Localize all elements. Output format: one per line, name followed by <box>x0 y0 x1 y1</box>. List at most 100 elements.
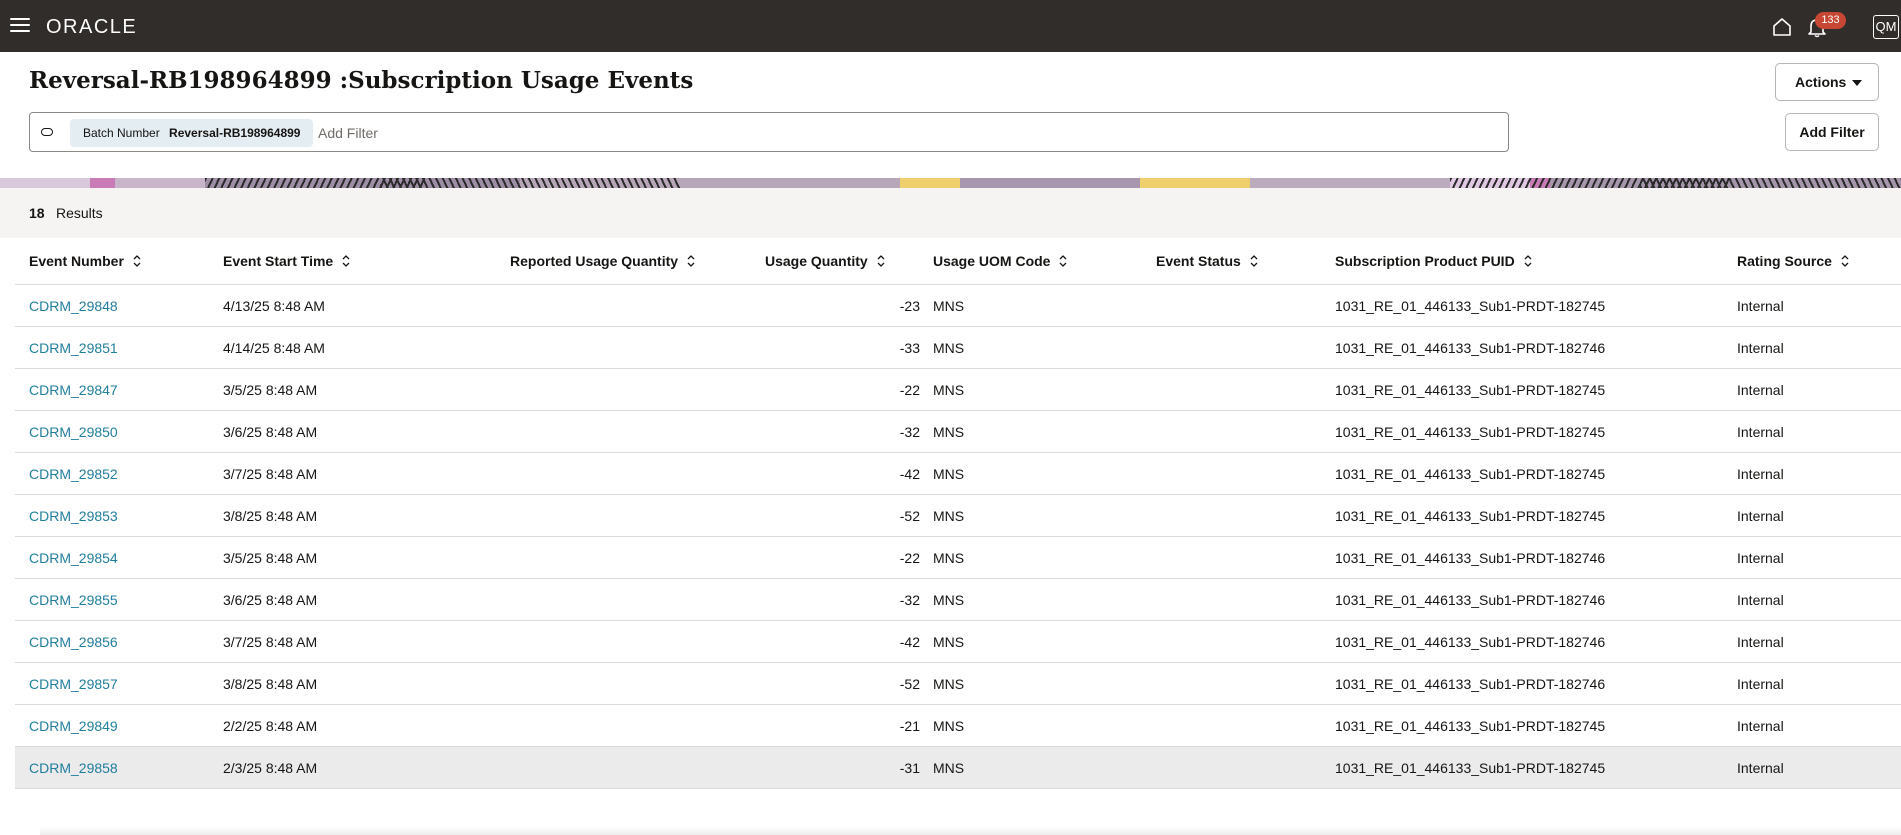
usage-uom-code: MNS <box>933 676 965 692</box>
event-number-link[interactable]: CDRM_29847 <box>29 382 118 398</box>
table-row[interactable]: CDRM_29856 3/7/25 8:48 AM -42 MNS 1031_RE_01… <box>15 621 1901 663</box>
column-header-subscription-product-puid[interactable]: Subscription Product PUID <box>1335 253 1533 269</box>
event-start-time: 3/6/25 8:48 AM <box>223 592 318 608</box>
subscription-product-puid: 1031_RE_01_446133_Sub1-PRDT-182746 <box>1335 550 1606 566</box>
column-header-rating-source[interactable]: Rating Source <box>1737 253 1850 269</box>
page-title: Reversal-RB198964899 :Subscription Usage… <box>29 67 694 94</box>
usage-quantity: -22 <box>899 382 920 398</box>
column-header-event-number[interactable]: Event Number <box>29 253 142 269</box>
rating-source: Internal <box>1737 718 1784 734</box>
hamburger-menu-icon[interactable] <box>10 17 30 33</box>
event-number-link[interactable]: CDRM_29850 <box>29 424 118 440</box>
home-icon[interactable] <box>1771 16 1793 38</box>
usage-uom-code: MNS <box>933 634 965 650</box>
user-avatar[interactable]: QM <box>1873 15 1899 39</box>
event-start-time: 4/14/25 8:48 AM <box>223 340 325 356</box>
subscription-product-puid: 1031_RE_01_446133_Sub1-PRDT-182745 <box>1335 760 1606 776</box>
event-start-time: 3/5/25 8:48 AM <box>223 382 318 398</box>
usage-uom-code: MNS <box>933 424 965 440</box>
table-row[interactable]: CDRM_29848 4/13/25 8:48 AM -23 MNS 1031_RE_0… <box>15 285 1901 327</box>
event-number-link[interactable]: CDRM_29856 <box>29 634 118 650</box>
event-number-link[interactable]: CDRM_29857 <box>29 676 118 692</box>
usage-quantity: -21 <box>899 718 920 734</box>
filter-bar: Batch Number Reversal-RB198964899 <box>29 112 1509 152</box>
actions-button-label: Actions <box>1795 74 1847 90</box>
table-row[interactable]: CDRM_29849 2/2/25 8:48 AM -21 MNS 1031_RE_01… <box>15 705 1901 747</box>
batch-number-filter-chip[interactable]: Batch Number Reversal-RB198964899 <box>70 119 314 147</box>
event-start-time: 3/7/25 8:48 AM <box>223 634 318 650</box>
table-row[interactable]: CDRM_29855 3/6/25 8:48 AM -32 MNS 1031_RE_01… <box>15 579 1901 621</box>
event-start-time: 2/2/25 8:48 AM <box>223 718 318 734</box>
top-bar: ORACLE 133 QM <box>0 0 1901 52</box>
decorative-banner <box>0 178 1901 188</box>
event-start-time: 3/8/25 8:48 AM <box>223 508 318 524</box>
usage-uom-code: MNS <box>933 760 965 776</box>
add-filter-button[interactable]: Add Filter <box>1785 113 1879 151</box>
event-number-link[interactable]: CDRM_29852 <box>29 466 118 482</box>
column-header-event-status[interactable]: Event Status <box>1156 253 1259 269</box>
usage-uom-code: MNS <box>933 550 965 566</box>
rating-source: Internal <box>1737 424 1784 440</box>
filter-toggle-icon[interactable] <box>41 128 53 136</box>
subscription-product-puid: 1031_RE_01_446133_Sub1-PRDT-182746 <box>1335 676 1606 692</box>
column-header-usage-uom-code[interactable]: Usage UOM Code <box>933 253 1068 269</box>
subscription-product-puid: 1031_RE_01_446133_Sub1-PRDT-182745 <box>1335 424 1606 440</box>
usage-uom-code: MNS <box>933 466 965 482</box>
event-start-time: 3/8/25 8:48 AM <box>223 676 318 692</box>
table-row[interactable]: CDRM_29850 3/6/25 8:48 AM -32 MNS 1031_RE_01… <box>15 411 1901 453</box>
oracle-logo[interactable]: ORACLE <box>46 16 138 38</box>
column-header-event-start-time[interactable]: Event Start Time <box>223 253 351 269</box>
subscription-product-puid: 1031_RE_01_446133_Sub1-PRDT-182746 <box>1335 340 1606 356</box>
usage-quantity: -32 <box>899 592 920 608</box>
subscription-product-puid: 1031_RE_01_446133_Sub1-PRDT-182745 <box>1335 718 1606 734</box>
usage-quantity: -52 <box>899 508 920 524</box>
column-header-usage-quantity[interactable]: Usage Quantity <box>765 253 886 269</box>
usage-quantity: -31 <box>899 760 920 776</box>
sort-icon <box>133 255 141 267</box>
table-row[interactable]: CDRM_29853 3/8/25 8:48 AM -52 MNS 1031_RE_01… <box>15 495 1901 537</box>
sort-icon <box>342 255 350 267</box>
event-number-link[interactable]: CDRM_29855 <box>29 592 118 608</box>
event-start-time: 3/7/25 8:48 AM <box>223 466 318 482</box>
sort-icon <box>1060 255 1067 267</box>
rating-source: Internal <box>1737 340 1784 356</box>
table-row[interactable]: CDRM_29858 2/3/25 8:48 AM -31 MNS 1031_RE_01… <box>15 747 1901 789</box>
rating-source: Internal <box>1737 298 1784 314</box>
table-row[interactable]: CDRM_29852 3/7/25 8:48 AM -42 MNS 1031_RE_01… <box>15 453 1901 495</box>
notification-count-badge[interactable]: 133 <box>1815 12 1846 29</box>
event-number-link[interactable]: CDRM_29849 <box>29 718 118 734</box>
usage-uom-code: MNS <box>933 298 965 314</box>
rating-source: Internal <box>1737 508 1784 524</box>
sort-icon <box>1524 255 1532 267</box>
table-row[interactable]: CDRM_29847 3/5/25 8:48 AM -22 MNS 1031_RE_01… <box>15 369 1901 411</box>
sort-icon <box>1841 255 1849 267</box>
caret-down-icon <box>1852 80 1862 86</box>
table-row[interactable]: CDRM_29851 4/14/25 8:48 AM -33 MNS 1031_RE_0… <box>15 327 1901 369</box>
usage-uom-code: MNS <box>933 508 965 524</box>
usage-events-table: Event Number Event Start Time Reported U… <box>15 238 1901 789</box>
usage-uom-code: MNS <box>933 340 965 356</box>
table-row[interactable]: CDRM_29857 3/8/25 8:48 AM -52 MNS 1031_RE_01… <box>15 663 1901 705</box>
event-start-time: 2/3/25 8:48 AM <box>223 760 318 776</box>
sort-icon <box>687 255 695 267</box>
subscription-product-puid: 1031_RE_01_446133_Sub1-PRDT-182745 <box>1335 382 1606 398</box>
event-number-link[interactable]: CDRM_29854 <box>29 550 118 566</box>
column-header-reported-usage-quantity[interactable]: Reported Usage Quantity <box>510 253 696 269</box>
subscription-product-puid: 1031_RE_01_446133_Sub1-PRDT-182745 <box>1335 466 1606 482</box>
table-row[interactable]: CDRM_29854 3/5/25 8:48 AM -22 MNS 1031_RE_01… <box>15 537 1901 579</box>
event-number-link[interactable]: CDRM_29848 <box>29 298 118 314</box>
event-number-link[interactable]: CDRM_29853 <box>29 508 118 524</box>
rating-source: Internal <box>1737 382 1784 398</box>
usage-quantity: -23 <box>899 298 920 314</box>
event-start-time: 3/6/25 8:48 AM <box>223 424 318 440</box>
event-number-link[interactable]: CDRM_29851 <box>29 340 118 356</box>
usage-quantity: -22 <box>899 550 920 566</box>
actions-button[interactable]: Actions <box>1775 63 1879 101</box>
add-filter-input[interactable] <box>318 121 1218 145</box>
event-number-link[interactable]: CDRM_29858 <box>29 760 118 776</box>
rating-source: Internal <box>1737 550 1784 566</box>
filter-chip-key: Batch Number <box>83 126 160 140</box>
results-count: 18 <box>29 205 45 221</box>
filter-chip-value: Reversal-RB198964899 <box>169 126 301 140</box>
usage-quantity: -32 <box>899 424 920 440</box>
